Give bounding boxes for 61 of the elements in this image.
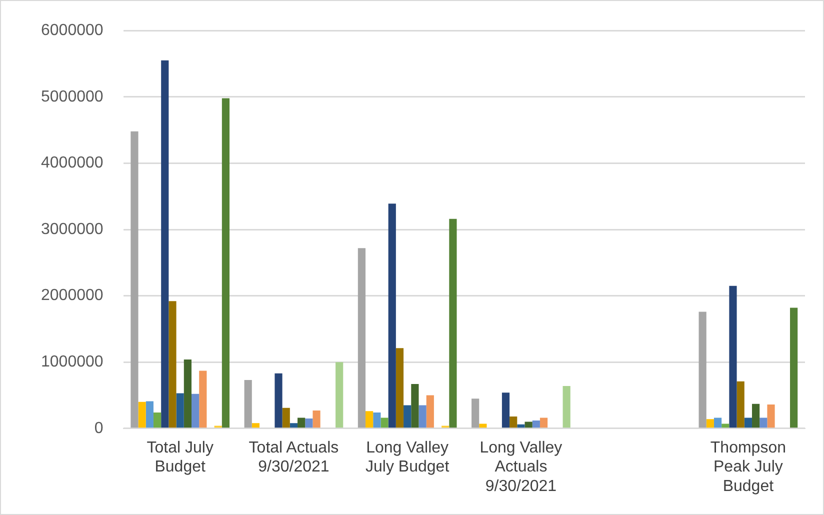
bar	[380, 418, 388, 428]
bar	[698, 312, 706, 428]
bar	[736, 381, 744, 428]
bar	[366, 411, 374, 428]
bar	[244, 380, 252, 428]
bar	[146, 401, 154, 428]
bar	[418, 405, 426, 428]
x-tick-label: Total July Budget	[146, 439, 214, 476]
bar	[449, 218, 457, 428]
bar	[472, 398, 480, 428]
bar	[168, 301, 176, 428]
bar	[282, 408, 290, 428]
bar	[336, 362, 344, 428]
bar	[744, 418, 752, 428]
bar	[130, 131, 138, 428]
bar	[729, 286, 737, 428]
y-tick-label: 1000000	[40, 354, 104, 371]
x-tick-label: Total Actuals 9/30/2021	[248, 439, 339, 476]
bar	[192, 394, 200, 428]
bar	[714, 418, 722, 428]
bar	[706, 419, 714, 428]
y-tick-label: 2000000	[40, 287, 104, 304]
bar	[298, 418, 306, 428]
y-tick-label: 5000000	[40, 88, 104, 106]
x-tick-label: Long Valley Actuals 9/30/2021	[480, 439, 562, 495]
bar	[373, 412, 381, 428]
x-tick-label: Long Valley July Budget	[366, 439, 450, 476]
bar	[222, 98, 230, 428]
bar	[312, 410, 320, 428]
bar	[540, 418, 548, 428]
bar	[176, 393, 184, 428]
bar	[790, 308, 798, 428]
bar	[290, 423, 298, 428]
bar	[199, 370, 207, 428]
bar	[767, 404, 775, 428]
bar	[524, 422, 532, 428]
y-tick-label: 6000000	[40, 22, 104, 40]
bar	[153, 412, 162, 428]
bar	[274, 373, 282, 428]
y-tick-label: 3000000	[40, 220, 104, 238]
bar	[305, 418, 313, 428]
y-tick-label: 0	[94, 420, 104, 437]
bar	[138, 402, 146, 428]
x-tick-label: Thompson Peak July Budget	[710, 439, 786, 495]
bar	[411, 384, 419, 428]
bar	[426, 395, 434, 428]
bar	[252, 423, 260, 428]
bar	[752, 404, 760, 428]
bar	[760, 418, 768, 428]
bar	[161, 60, 169, 428]
bar	[184, 359, 192, 428]
bar	[396, 348, 404, 428]
y-tick-label: 4000000	[40, 154, 104, 172]
bar	[510, 416, 518, 428]
bar	[562, 386, 570, 428]
bar	[388, 204, 396, 428]
bar	[404, 405, 412, 428]
bar	[532, 420, 540, 428]
bar	[502, 392, 510, 428]
bar	[517, 424, 525, 428]
bar	[358, 248, 366, 428]
